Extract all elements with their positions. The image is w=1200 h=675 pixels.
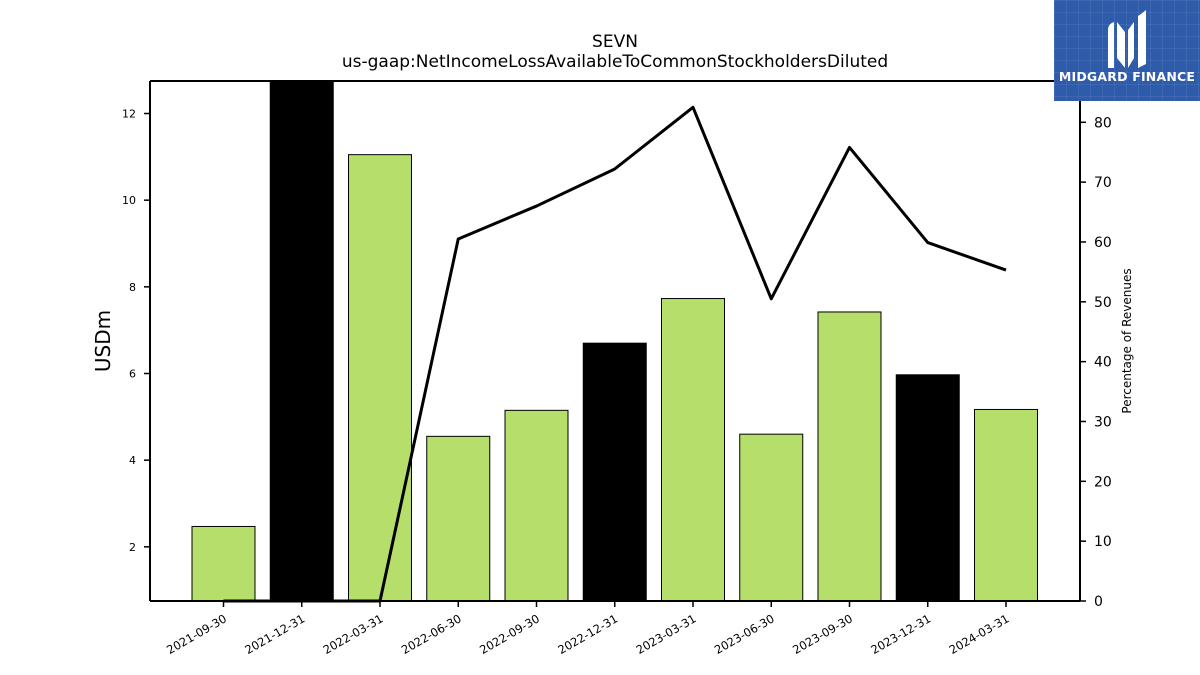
x-axis-ticks: 2021-09-30 2021-12-31 2022-03-31 2022-06-30… [164, 601, 1012, 657]
y2-tick-label: 10 [1094, 534, 1112, 550]
y-axis-label: USDm [91, 310, 115, 372]
y2-tick-label: 60 [1094, 235, 1112, 251]
bar-2023-06-30 [739, 433, 804, 601]
x-tick-label: 2023-09-30 [790, 611, 855, 657]
y2-tick-label: 80 [1094, 115, 1112, 131]
x-tick-label: 2023-12-31 [868, 611, 933, 657]
bar-2023-03-31 [661, 298, 725, 601]
y-tick-label: 10 [122, 194, 136, 207]
bar-2021-12-31 [269, 81, 334, 601]
x-tick-label: 2021-12-31 [242, 611, 307, 657]
y-tick-label: 12 [122, 108, 136, 121]
bar-2023-09-30 [817, 311, 882, 601]
y2-tick-label: 40 [1094, 355, 1112, 371]
x-tick-label: 2023-03-31 [634, 611, 699, 657]
y2-tick-label: 70 [1094, 175, 1112, 191]
bar-series [191, 81, 1038, 601]
x-tick-label: 2022-06-30 [399, 611, 464, 657]
right-axis-ticks: 0 10 20 30 40 50 60 70 80 [1080, 115, 1112, 610]
left-axis-ticks: 2 4 6 8 10 12 [122, 108, 150, 554]
y2-tick-label: 50 [1094, 295, 1112, 311]
bar-2022-09-30 [504, 409, 569, 601]
bar-2022-06-30 [426, 435, 491, 601]
bar-2023-12-31 [895, 374, 960, 601]
chart-subtitle: us-gaap:NetIncomeLossAvailableToCommonSt… [341, 52, 889, 72]
x-tick-label: 2021-09-30 [164, 611, 229, 657]
y2-tick-label: 30 [1094, 414, 1112, 430]
brand-logo: MIDGARD FINANCE [1054, 0, 1200, 101]
x-tick-label: 2022-12-31 [555, 611, 620, 657]
y2-tick-label: 0 [1094, 594, 1103, 610]
x-tick-label: 2023-06-30 [712, 611, 777, 657]
bar-2024-03-31 [974, 408, 1038, 601]
y-tick-label: 8 [129, 281, 136, 294]
y2-tick-label: 20 [1094, 474, 1112, 490]
bar-2021-09-30 [191, 525, 256, 601]
y2-axis-label: Percentage of Revenues [1120, 268, 1134, 413]
y-tick-label: 4 [129, 454, 136, 467]
y-tick-label: 6 [129, 368, 136, 381]
x-tick-label: 2024-03-31 [947, 611, 1012, 657]
bar-2022-12-31 [582, 342, 647, 601]
x-tick-label: 2022-09-30 [477, 611, 542, 657]
brand-name: MIDGARD FINANCE [1058, 69, 1196, 84]
bar-2022-03-31 [348, 154, 412, 601]
y-tick-label: 2 [129, 541, 136, 554]
chart-title: SEVN [592, 32, 638, 52]
midgard-logo-icon [1108, 10, 1146, 68]
x-tick-label: 2022-03-31 [321, 611, 386, 657]
